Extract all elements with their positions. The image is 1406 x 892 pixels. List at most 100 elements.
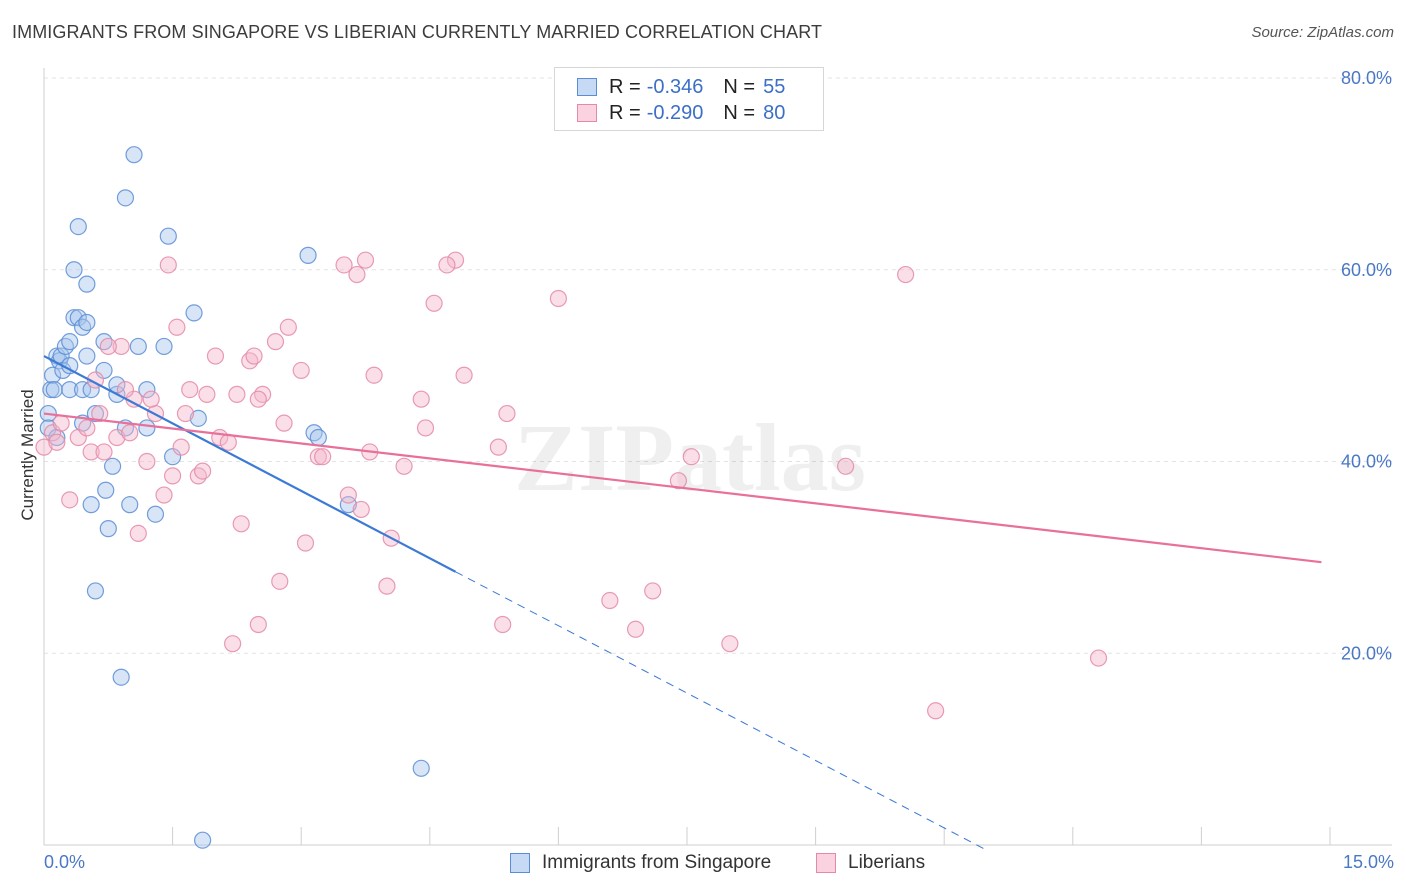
legend-series-name: Immigrants from Singapore: [542, 852, 772, 873]
series-liberians: [35, 251, 1108, 720]
data-point: [65, 261, 83, 279]
data-point: [129, 524, 147, 543]
data-point: [189, 409, 207, 427]
data-point: [164, 448, 182, 466]
data-point: [82, 443, 100, 461]
legend-swatch-blue: [577, 78, 597, 96]
data-point: [69, 309, 87, 327]
legend-n-value: 55: [763, 75, 786, 98]
data-point: [206, 347, 225, 365]
trend-lines: [43, 355, 1322, 851]
data-point: [365, 366, 383, 384]
data-point: [249, 390, 267, 408]
data-point: [194, 462, 212, 480]
data-point: [138, 452, 156, 471]
y-tick-label: 40.0%: [1341, 452, 1392, 472]
data-point: [266, 333, 285, 351]
data-point: [86, 404, 105, 423]
data-point: [395, 457, 413, 475]
data-point: [125, 146, 143, 164]
data-point: [142, 390, 160, 408]
data-point: [1089, 649, 1108, 667]
data-point: [194, 831, 212, 849]
legend-item-liberians: Liberians: [816, 852, 925, 874]
trend-line-singapore-extension: [455, 571, 988, 851]
trend-line-liberians: [43, 412, 1322, 564]
data-point: [159, 227, 177, 245]
data-point: [416, 419, 435, 437]
data-point: [438, 256, 456, 274]
data-point: [897, 265, 915, 284]
data-point: [78, 419, 96, 437]
data-point: [181, 380, 199, 399]
legend-row-singapore: R = -0.346 N = 55: [577, 75, 785, 99]
x-tick-label-min: 0.0%: [44, 852, 86, 872]
data-point: [228, 385, 246, 403]
series-legend: Immigrants from Singapore Liberians: [0, 852, 1406, 878]
data-point: [112, 668, 130, 686]
data-point: [65, 309, 83, 327]
data-point: [138, 380, 156, 399]
data-point: [446, 251, 465, 269]
data-point: [99, 520, 117, 538]
data-point: [116, 189, 135, 207]
data-point: [309, 448, 327, 466]
data-point: [335, 256, 353, 274]
legend-swatch-pink: [816, 853, 836, 873]
data-point: [837, 457, 855, 475]
data-point: [78, 347, 96, 365]
legend-r-label: R =: [609, 101, 641, 124]
data-point: [339, 486, 357, 504]
data-point: [78, 275, 96, 293]
axes: [43, 68, 1392, 846]
data-point: [669, 472, 688, 490]
legend-n-value: 80: [763, 101, 786, 124]
y-tick-label: 20.0%: [1341, 643, 1392, 663]
data-point: [108, 376, 126, 394]
data-point: [249, 615, 267, 634]
data-point: [155, 486, 173, 504]
data-point: [99, 337, 117, 356]
data-point: [601, 591, 619, 610]
series-immigrants-from-singapore: [39, 146, 430, 849]
data-point: [549, 289, 568, 308]
legend-n-label: N =: [723, 75, 756, 98]
data-point: [61, 380, 79, 399]
y-tick-label: 80.0%: [1341, 68, 1392, 88]
data-point: [232, 515, 250, 533]
data-point: [43, 366, 62, 384]
data-point: [271, 572, 289, 590]
data-point: [339, 496, 357, 514]
data-point: [69, 218, 87, 236]
data-point: [146, 505, 165, 523]
data-point: [103, 457, 122, 475]
data-point: [164, 467, 182, 485]
data-point: [275, 414, 293, 432]
data-point: [682, 448, 700, 466]
legend-r-label: R =: [609, 75, 641, 98]
data-point: [279, 318, 297, 336]
data-point: [45, 380, 63, 399]
data-point: [69, 428, 87, 447]
data-point: [425, 294, 443, 312]
data-point: [644, 582, 662, 600]
data-point: [95, 443, 113, 461]
legend-row-liberians: R = -0.290 N = 80: [577, 101, 785, 125]
data-point: [91, 404, 109, 423]
data-point: [299, 246, 317, 264]
data-point: [172, 438, 190, 456]
gridlines: [44, 77, 1392, 654]
data-point: [97, 481, 115, 499]
data-point: [35, 438, 53, 456]
legend-swatch-pink: [577, 104, 597, 122]
data-point: [82, 496, 100, 514]
data-point: [168, 318, 186, 336]
data-point: [494, 615, 512, 634]
data-point: [48, 433, 66, 451]
data-point: [95, 361, 113, 380]
data-point: [176, 404, 195, 423]
data-point: [121, 424, 139, 442]
data-point: [121, 496, 139, 514]
source-label: Source: ZipAtlas.com: [1251, 24, 1394, 41]
data-point: [86, 582, 105, 600]
